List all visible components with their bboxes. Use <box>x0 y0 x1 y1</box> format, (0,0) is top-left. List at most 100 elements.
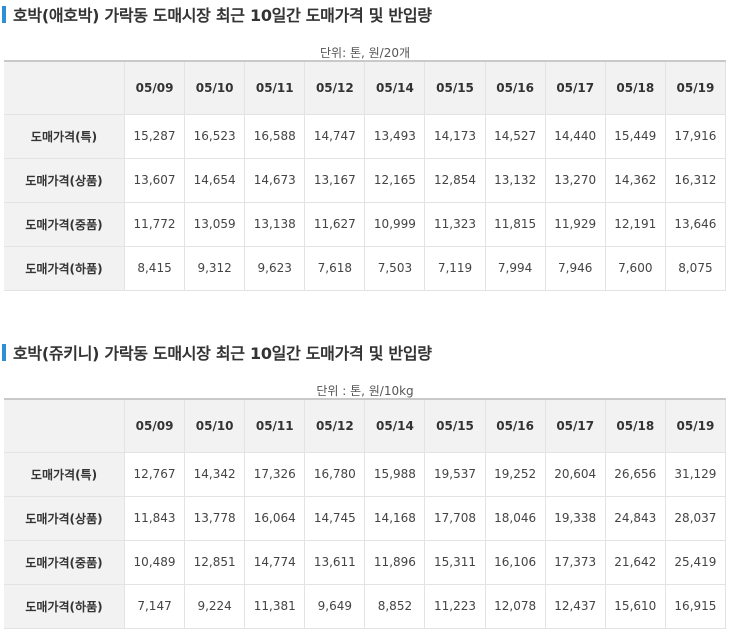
column-header-date: 05/18 <box>604 398 666 453</box>
price-cell: 8,415 <box>123 245 186 291</box>
price-cell: 13,493 <box>364 113 426 159</box>
price-cell: 12,851 <box>184 539 246 585</box>
price-cell: 12,078 <box>484 583 546 629</box>
price-cell: 11,381 <box>244 583 306 629</box>
row-header-grade: 도매가격(상품) <box>4 157 125 203</box>
price-cell: 13,167 <box>304 157 366 203</box>
column-header-date: 05/10 <box>184 60 246 115</box>
column-header-date: 05/12 <box>304 398 366 453</box>
table-row: 도매가격(상품) 13,607 14,654 14,673 13,167 12,165 12… <box>4 157 727 203</box>
price-cell: 11,843 <box>123 495 186 541</box>
price-cell: 15,311 <box>424 539 486 585</box>
price-cell: 11,627 <box>304 201 366 247</box>
price-cell: 11,223 <box>424 583 486 629</box>
table-header-row: 05/09 05/10 05/11 05/12 05/14 05/15 05/16 05/17… <box>4 398 727 453</box>
table-corner-cell <box>4 398 125 453</box>
price-cell: 14,440 <box>544 113 606 159</box>
price-cell: 12,191 <box>604 201 666 247</box>
column-header-date: 05/16 <box>484 398 546 453</box>
price-cell: 14,342 <box>184 451 246 497</box>
price-cell: 7,994 <box>484 245 546 291</box>
row-header-grade: 도매가격(특) <box>4 451 125 497</box>
price-cell: 16,312 <box>664 157 727 203</box>
price-cell: 13,059 <box>184 201 246 247</box>
column-header-date: 05/11 <box>244 398 306 453</box>
table-row: 도매가격(특) 15,287 16,523 16,588 14,747 13,493 14,… <box>4 113 727 159</box>
column-header-date: 05/09 <box>123 60 186 115</box>
price-cell: 8,075 <box>664 245 727 291</box>
price-table: 05/09 05/10 05/11 05/12 05/14 05/15 05/16 05/17… <box>4 60 727 291</box>
column-header-date: 05/15 <box>424 60 486 115</box>
price-cell: 12,854 <box>424 157 486 203</box>
price-cell: 16,523 <box>184 113 246 159</box>
price-cell: 11,323 <box>424 201 486 247</box>
column-header-date: 05/12 <box>304 60 366 115</box>
unit-label: 단위 : 톤, 원/10kg <box>316 384 414 398</box>
price-cell: 14,747 <box>304 113 366 159</box>
price-cell: 31,129 <box>664 451 727 497</box>
price-table: 05/09 05/10 05/11 05/12 05/14 05/15 05/16 05/17… <box>4 398 727 629</box>
price-cell: 14,527 <box>484 113 546 159</box>
row-header-grade: 도매가격(특) <box>4 113 125 159</box>
price-cell: 13,611 <box>304 539 366 585</box>
column-header-date: 05/19 <box>664 398 727 453</box>
price-cell: 9,224 <box>184 583 246 629</box>
price-cell: 25,419 <box>664 539 727 585</box>
price-cell: 12,437 <box>544 583 606 629</box>
column-header-date: 05/18 <box>604 60 666 115</box>
price-cell: 26,656 <box>604 451 666 497</box>
row-header-grade: 도매가격(하품) <box>4 583 125 629</box>
price-cell: 18,046 <box>484 495 546 541</box>
price-cell: 10,999 <box>364 201 426 247</box>
price-cell: 7,600 <box>604 245 666 291</box>
price-cell: 13,270 <box>544 157 606 203</box>
table-row: 도매가격(특) 12,767 14,342 17,326 16,780 15,988 19,… <box>4 451 727 497</box>
price-cell: 11,815 <box>484 201 546 247</box>
price-cell: 13,778 <box>184 495 246 541</box>
price-cell: 16,106 <box>484 539 546 585</box>
price-cell: 11,772 <box>123 201 186 247</box>
table-corner-cell <box>4 60 125 115</box>
price-cell: 19,537 <box>424 451 486 497</box>
table-header-row: 05/09 05/10 05/11 05/12 05/14 05/15 05/16 05/17… <box>4 60 727 115</box>
table-row: 도매가격(상품) 11,843 13,778 16,064 14,745 14,168 17… <box>4 495 727 541</box>
table-row: 도매가격(중품) 11,772 13,059 13,138 11,627 10,999 11… <box>4 201 727 247</box>
price-cell: 17,373 <box>544 539 606 585</box>
price-cell: 16,064 <box>244 495 306 541</box>
price-cell: 15,610 <box>604 583 666 629</box>
price-cell: 14,362 <box>604 157 666 203</box>
row-header-grade: 도매가격(하품) <box>4 245 125 291</box>
price-cell: 15,988 <box>364 451 426 497</box>
table-row: 도매가격(하품) 7,147 9,224 11,381 9,649 8,852 11,223… <box>4 583 727 629</box>
column-header-date: 05/14 <box>364 60 426 115</box>
price-cell: 16,915 <box>664 583 727 629</box>
price-cell: 17,326 <box>244 451 306 497</box>
column-header-date: 05/14 <box>364 398 426 453</box>
price-cell: 7,946 <box>544 245 606 291</box>
price-cell: 9,312 <box>184 245 246 291</box>
price-cell: 8,852 <box>364 583 426 629</box>
price-cell: 13,646 <box>664 201 727 247</box>
table-row: 도매가격(하품) 8,415 9,312 9,623 7,618 7,503 7,119 7,… <box>4 245 727 291</box>
price-cell: 7,503 <box>364 245 426 291</box>
price-cell: 14,173 <box>424 113 486 159</box>
section-title: 호박(쥬키니) 가락동 도매시장 최근 10일간 도매가격 및 반입량 <box>2 340 432 364</box>
price-cell: 14,673 <box>244 157 306 203</box>
price-cell: 9,623 <box>244 245 306 291</box>
column-header-date: 05/19 <box>664 60 727 115</box>
row-header-grade: 도매가격(중품) <box>4 539 125 585</box>
price-cell: 14,774 <box>244 539 306 585</box>
price-cell: 19,338 <box>544 495 606 541</box>
title-accent-bar <box>2 5 6 23</box>
column-header-date: 05/15 <box>424 398 486 453</box>
price-cell: 24,843 <box>604 495 666 541</box>
price-cell: 16,780 <box>304 451 366 497</box>
price-cell: 21,642 <box>604 539 666 585</box>
table-row: 도매가격(중품) 10,489 12,851 14,774 13,611 11,896 15… <box>4 539 727 585</box>
price-cell: 14,168 <box>364 495 426 541</box>
section-title-text: 호박(쥬키니) 가락동 도매시장 최근 10일간 도매가격 및 반입량 <box>13 344 432 363</box>
column-header-date: 05/16 <box>484 60 546 115</box>
column-header-date: 05/09 <box>123 398 186 453</box>
price-cell: 7,119 <box>424 245 486 291</box>
price-cell: 14,745 <box>304 495 366 541</box>
